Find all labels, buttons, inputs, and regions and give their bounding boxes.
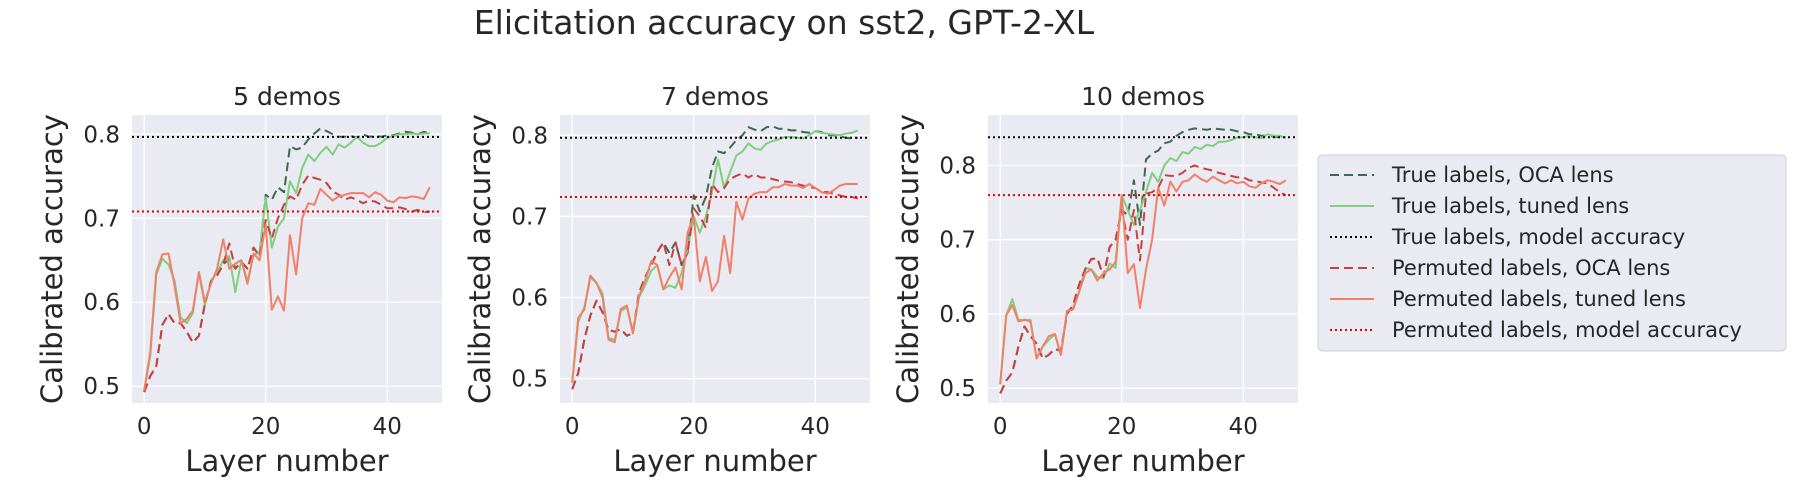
x-tick-label: 20 [679, 414, 708, 440]
y-tick-label: 0.7 [511, 204, 548, 230]
legend: True labels, OCA lens True labels, tuned … [1317, 154, 1787, 352]
series-line [143, 186, 431, 391]
y-tick-label: 0.6 [511, 286, 548, 312]
plot-area [560, 115, 870, 403]
series-line [143, 174, 430, 393]
plot-lines [132, 127, 442, 393]
figure-title: Elicitation accuracy on sst2, GPT-2-XL [474, 3, 1095, 42]
y-tick-label: 0.5 [83, 374, 120, 400]
legend-label: True labels, model accuracy [1391, 225, 1685, 249]
panel-3: 0.5 0.6 0.7 0.8 0 20 40 10 demos Layer number Cal… [891, 82, 1298, 478]
panel-2: 0.5 0.6 0.7 0.8 0 20 40 7 demos Layer number Cali… [463, 82, 870, 478]
legend-label: True labels, tuned lens [1391, 194, 1629, 218]
series-line [143, 132, 430, 391]
plot-area [988, 115, 1298, 403]
x-tick-label: 0 [993, 414, 1008, 440]
y-tick-label: 0.6 [939, 302, 976, 328]
legend-box [1317, 154, 1787, 352]
x-tick-label: 20 [251, 414, 280, 440]
plot-area [132, 115, 442, 403]
y-axis-label: Calibrated accuracy [463, 114, 497, 404]
series-line [999, 173, 1287, 385]
chart-panels: 0.5 0.6 0.7 0.8 0 20 40 5 demos Layer number Cali… [35, 82, 1298, 478]
y-tick-label: 0.7 [83, 206, 120, 232]
y-tick-label: 0.8 [511, 123, 548, 149]
panel-1: 0.5 0.6 0.7 0.8 0 20 40 5 demos Layer number Cali… [35, 82, 442, 478]
x-axis-label: Layer number [1041, 444, 1244, 478]
y-tick-label: 0.5 [511, 367, 548, 393]
x-tick-label: 0 [137, 414, 152, 440]
series-line [571, 125, 858, 390]
series-line [999, 164, 1287, 394]
y-tick-label: 0.8 [83, 122, 120, 148]
y-axis-label: Calibrated accuracy [891, 114, 925, 404]
x-tick-label: 20 [1107, 414, 1136, 440]
x-tick-label: 40 [801, 414, 830, 440]
y-tick-label: 0.5 [939, 376, 976, 402]
panel-title: 10 demos [1081, 82, 1205, 111]
x-tick-label: 40 [1229, 414, 1258, 440]
x-axis-label: Layer number [185, 444, 388, 478]
legend-label: Permuted labels, tuned lens [1392, 287, 1686, 311]
x-axis-label: Layer number [613, 444, 816, 478]
legend-label: Permuted labels, OCA lens [1392, 256, 1670, 280]
y-tick-label: 0.7 [939, 228, 976, 254]
plot-lines [560, 125, 870, 390]
plot-lines [988, 127, 1298, 394]
y-axis-label: Calibrated accuracy [35, 114, 69, 404]
legend-label: True labels, OCA lens [1391, 163, 1614, 187]
x-tick-label: 40 [373, 414, 402, 440]
y-tick-label: 0.8 [939, 153, 976, 179]
legend-label: Permuted labels, model accuracy [1392, 318, 1742, 342]
series-line [571, 183, 858, 383]
series-line [571, 172, 859, 390]
panel-title: 7 demos [661, 82, 769, 111]
y-tick-label: 0.6 [83, 290, 120, 316]
panel-title: 5 demos [233, 82, 341, 111]
x-tick-label: 0 [565, 414, 580, 440]
